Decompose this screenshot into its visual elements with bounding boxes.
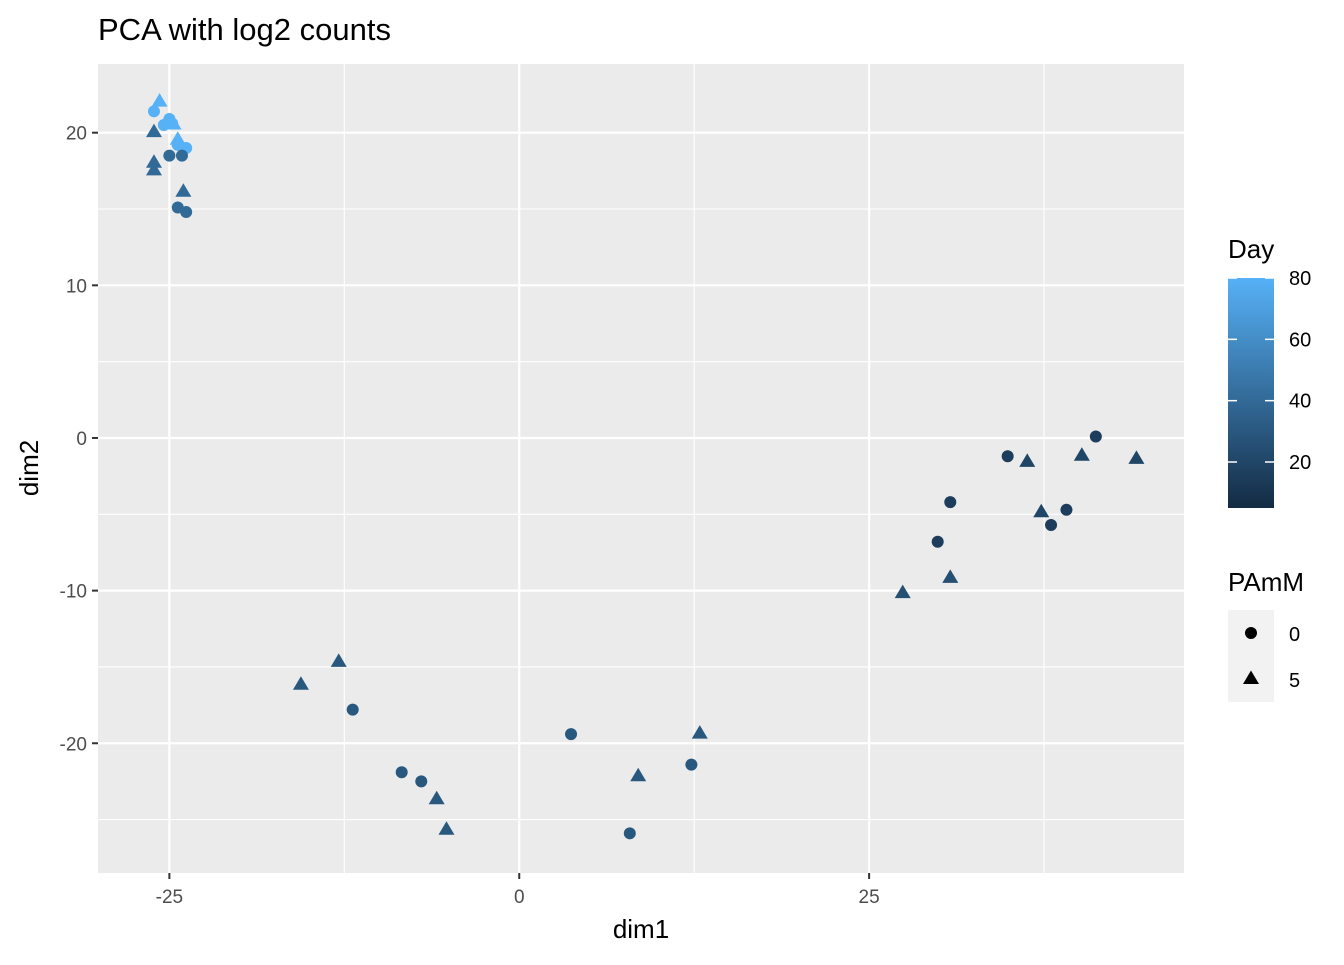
point-pamm-5 — [151, 93, 168, 107]
point-pamm-5 — [175, 183, 192, 197]
point-pamm-0 — [395, 766, 408, 779]
shape-legend: PAmM 0 5 — [1228, 567, 1304, 702]
point-pamm-5 — [942, 569, 959, 583]
y-axis: -20 -10 0 10 20 — [60, 124, 98, 755]
shape-legend-label-1: 5 — [1289, 670, 1300, 692]
grid-major-lines — [98, 64, 1184, 873]
x-axis: -25 0 25 — [156, 873, 880, 908]
point-pamm-0 — [147, 105, 160, 118]
shape-legend-label-0: 0 — [1289, 624, 1300, 646]
point-pamm-0 — [623, 827, 636, 840]
grid-minor-lines — [98, 64, 1184, 873]
point-pamm-0 — [346, 703, 359, 716]
color-legend-bar — [1228, 278, 1274, 508]
y-tick-label: -20 — [60, 734, 87, 755]
x-axis-label: dim1 — [613, 914, 669, 944]
legend-triangle-symbol — [1243, 670, 1259, 684]
point-pamm-0 — [1060, 503, 1073, 516]
color-tick-label: 80 — [1289, 268, 1311, 290]
point-pamm-5 — [1128, 450, 1145, 464]
point-pamm-0 — [944, 496, 957, 509]
point-pamm-0 — [685, 758, 698, 771]
point-pamm-0 — [163, 149, 176, 162]
point-pamm-5 — [691, 725, 708, 739]
point-pamm-5 — [292, 676, 309, 690]
shape-legend-key-bg — [1228, 610, 1274, 702]
point-pamm-5 — [145, 123, 162, 138]
y-tick-label: 0 — [76, 429, 87, 450]
color-tick-label: 40 — [1289, 391, 1311, 413]
chart-title: PCA with log2 counts — [98, 12, 391, 47]
y-tick-label: 20 — [66, 124, 87, 145]
shape-legend-title: PAmM — [1228, 567, 1304, 597]
point-pamm-5 — [145, 154, 162, 168]
plot-panel — [98, 64, 1184, 873]
y-axis-label: dim2 — [14, 440, 44, 496]
y-tick-label: 10 — [66, 276, 87, 297]
legend-circle-symbol — [1245, 627, 1257, 639]
point-pamm-0 — [415, 775, 428, 788]
point-pamm-0 — [180, 206, 193, 219]
point-pamm-0 — [175, 149, 188, 162]
color-legend-title: Day — [1228, 234, 1274, 264]
point-pamm-5 — [330, 653, 347, 667]
data-points — [145, 93, 1145, 840]
point-pamm-0 — [1089, 430, 1102, 443]
point-pamm-5 — [1033, 503, 1050, 518]
point-pamm-0 — [931, 535, 944, 548]
color-legend-ticks: 20 40 60 80 — [1228, 268, 1311, 474]
point-pamm-5 — [630, 767, 647, 782]
point-pamm-5 — [894, 584, 911, 599]
x-tick-label: -25 — [156, 887, 183, 908]
point-pamm-5 — [1073, 447, 1090, 461]
point-pamm-5 — [145, 161, 162, 176]
point-pamm-5 — [165, 116, 182, 130]
point-pamm-5 — [438, 821, 455, 835]
point-pamm-0 — [1001, 450, 1014, 463]
color-tick-label: 20 — [1289, 452, 1311, 474]
point-pamm-0 — [565, 728, 578, 741]
color-tick-label: 60 — [1289, 329, 1311, 351]
point-pamm-0 — [1045, 518, 1058, 531]
x-tick-label: 25 — [859, 887, 880, 908]
y-tick-label: -10 — [60, 582, 87, 603]
color-legend: Day 20 40 60 80 — [1228, 234, 1311, 508]
point-pamm-5 — [1019, 453, 1036, 467]
x-tick-label: 0 — [514, 887, 525, 908]
point-pamm-5 — [428, 790, 445, 805]
point-pamm-5 — [169, 131, 186, 145]
